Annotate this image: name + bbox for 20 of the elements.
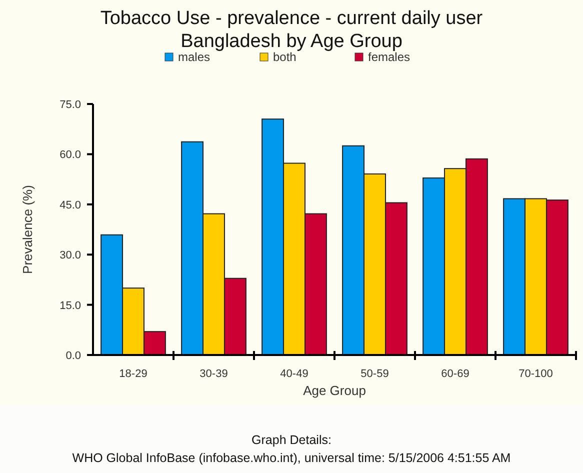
- legend-label: both: [273, 50, 296, 64]
- y-tick-label: 45.0: [60, 199, 81, 212]
- text: Graph Details:: [252, 433, 332, 447]
- y-tick-label: 15.0: [60, 300, 81, 312]
- y-axis-title: Prevalence (%): [20, 185, 35, 274]
- legend-label: males: [178, 50, 210, 64]
- legend-label: females: [368, 50, 410, 64]
- y-tick-label: 75.0: [60, 99, 81, 111]
- y-tick-label: 60.0: [60, 149, 81, 162]
- x-tick-label: 18-29: [119, 368, 148, 380]
- x-tick-label: 30-39: [200, 368, 228, 380]
- text: WHO Global InfoBase (infobase.who.int), universal time: 5/15/2006 4:51:55 AM: [72, 451, 511, 465]
- y-tick-label: 0.0: [66, 350, 81, 362]
- x-axis-title: Age Group: [303, 383, 366, 398]
- x-tick-label: 60-69: [441, 368, 470, 380]
- x-tick-label: 70-100: [518, 368, 553, 380]
- x-tick-label: 50-59: [360, 368, 389, 380]
- y-tick-label: 30.0: [60, 250, 81, 262]
- chart-title: Tobacco Use - prevalence - current daily user Bangladesh by Age Group: [100, 8, 484, 52]
- x-tick-label: 40-49: [280, 368, 308, 380]
